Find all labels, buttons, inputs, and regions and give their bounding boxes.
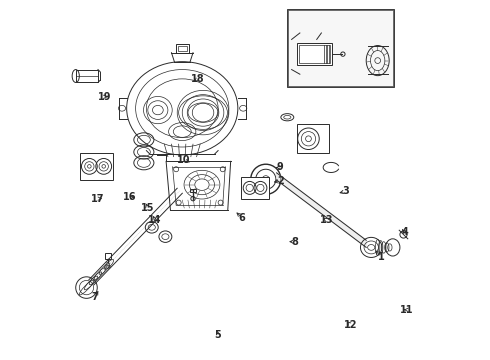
Text: 16: 16 bbox=[123, 192, 136, 202]
Bar bbox=[76, 69, 98, 82]
Text: 3: 3 bbox=[342, 186, 349, 197]
Bar bbox=[297, 43, 332, 65]
Bar bbox=[288, 10, 394, 87]
Text: 6: 6 bbox=[239, 213, 245, 222]
Polygon shape bbox=[276, 173, 366, 247]
Bar bbox=[288, 10, 394, 87]
Bar bbox=[105, 253, 111, 259]
Text: 11: 11 bbox=[400, 305, 414, 315]
Text: 10: 10 bbox=[176, 155, 190, 165]
Text: 2: 2 bbox=[277, 176, 284, 186]
Text: 8: 8 bbox=[291, 237, 298, 247]
Text: 14: 14 bbox=[148, 215, 161, 225]
Text: 19: 19 bbox=[98, 92, 111, 102]
Text: 17: 17 bbox=[91, 194, 104, 204]
Text: 9: 9 bbox=[277, 162, 284, 172]
Text: 12: 12 bbox=[344, 320, 358, 330]
Bar bbox=[241, 177, 270, 199]
Bar bbox=[297, 125, 329, 153]
Text: 1: 1 bbox=[378, 252, 385, 262]
Text: 15: 15 bbox=[141, 203, 154, 213]
Bar bbox=[80, 153, 113, 180]
Bar bbox=[176, 44, 189, 53]
Text: 5: 5 bbox=[215, 330, 221, 340]
Bar bbox=[299, 45, 330, 63]
Bar bbox=[190, 189, 196, 192]
Text: 13: 13 bbox=[320, 215, 334, 225]
Text: 4: 4 bbox=[401, 227, 408, 237]
Text: 7: 7 bbox=[92, 292, 98, 302]
Text: 18: 18 bbox=[191, 74, 204, 84]
Bar bbox=[178, 45, 187, 51]
